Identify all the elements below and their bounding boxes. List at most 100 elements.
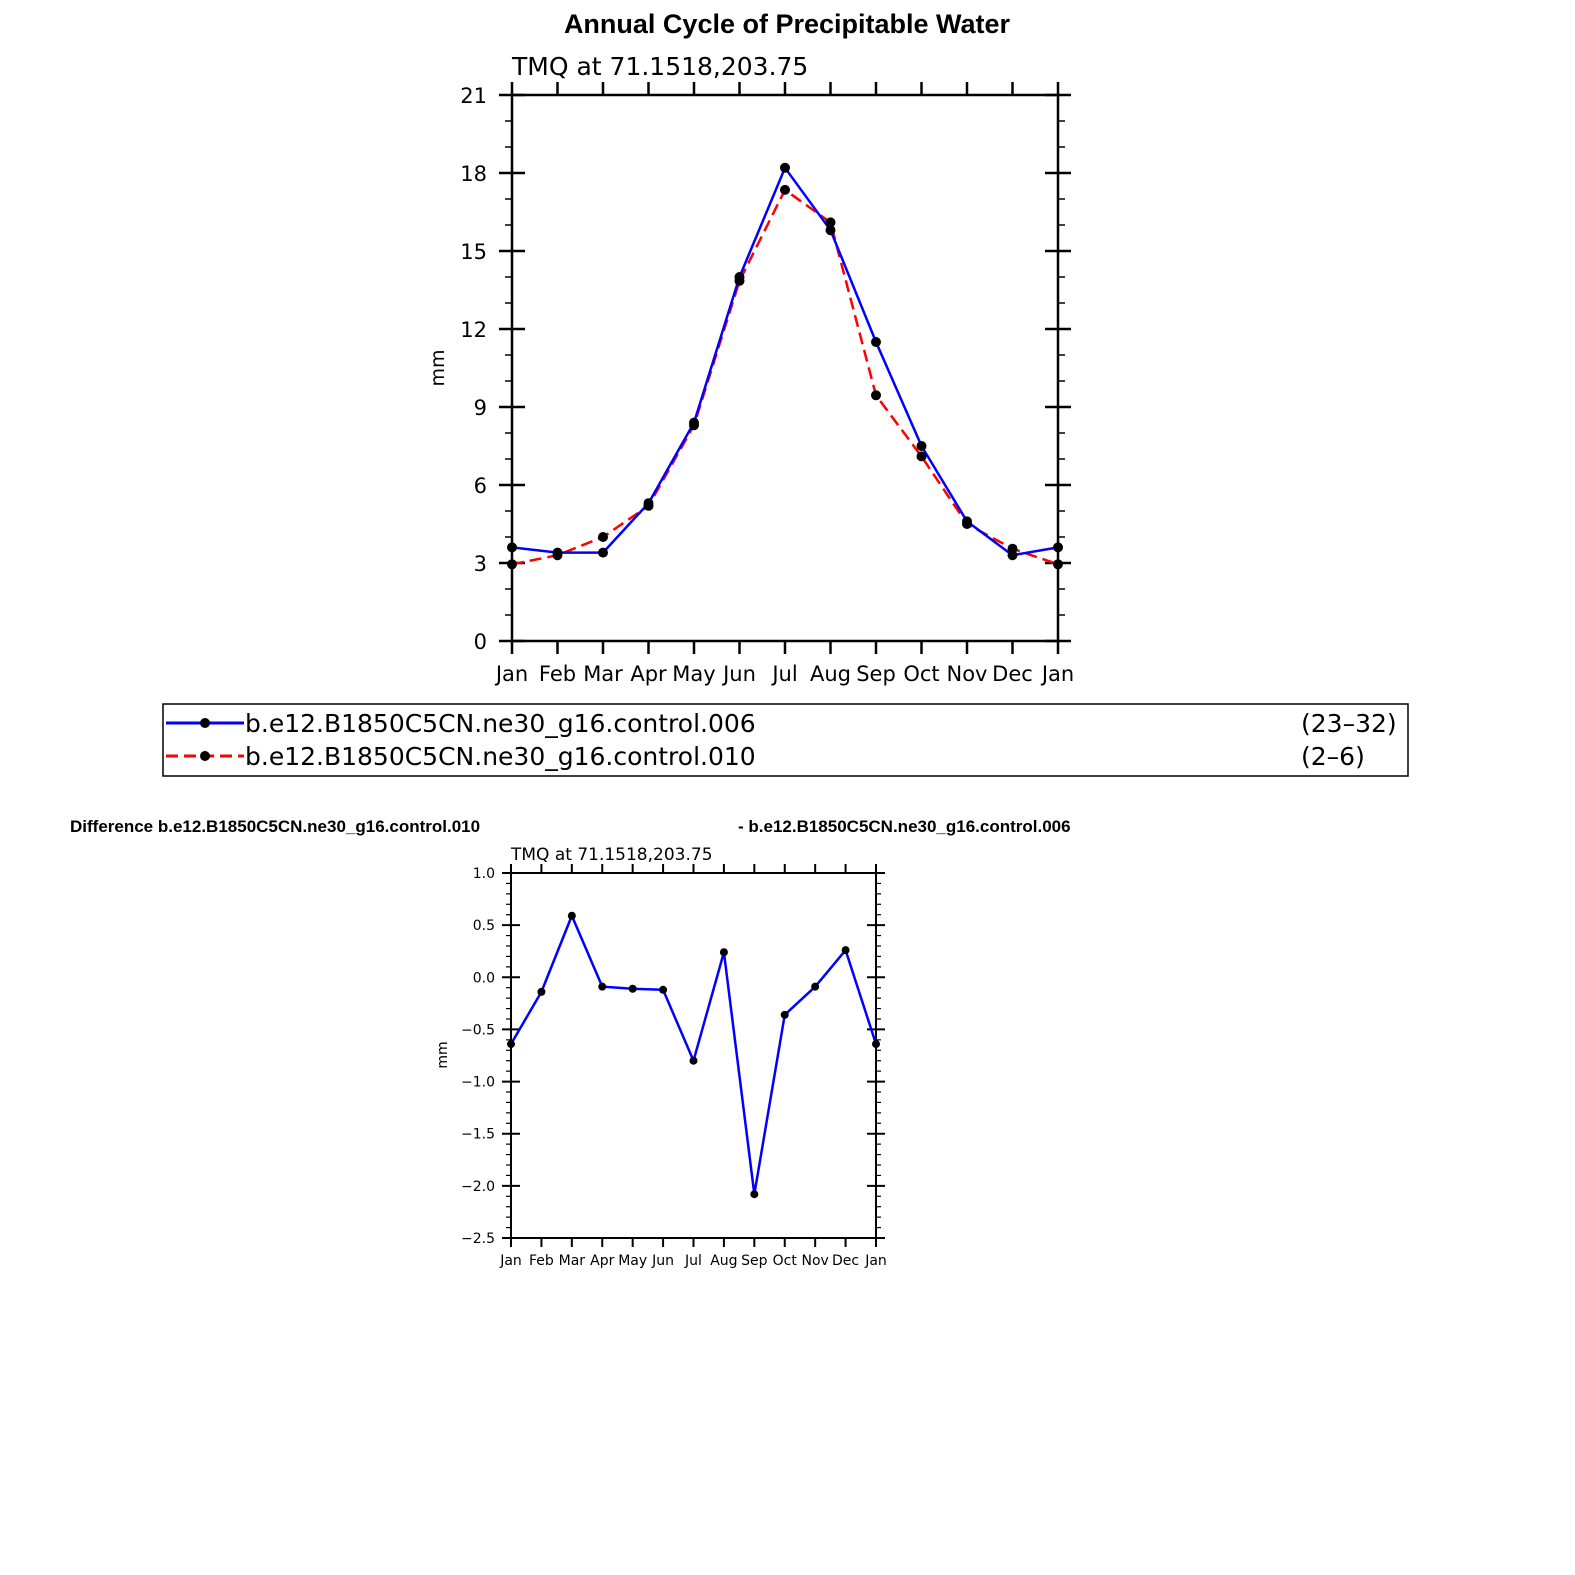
data-point <box>750 1190 759 1199</box>
y-tick-label: 0.0 <box>473 970 495 986</box>
data-point <box>689 1056 698 1065</box>
x-tick-label: Oct <box>903 662 939 686</box>
legend: b.e12.B1850C5CN.ne30_g16.control.006 (23… <box>162 703 1409 777</box>
series-markers-2 <box>507 184 1063 570</box>
legend-marker-series-1 <box>200 718 210 728</box>
x-tick-label: Jun <box>721 662 756 686</box>
legend-label-series-2: b.e12.B1850C5CN.ne30_g16.control.010 <box>245 742 756 771</box>
data-point <box>841 946 850 955</box>
x-axis: Jan Feb Mar Apr May Jun Jul Aug Sep Oct Nov Dec Jan <box>499 864 887 1269</box>
y-tick-label: 1.0 <box>473 866 495 882</box>
data-point <box>780 184 790 195</box>
y-tick-label: −2.0 <box>461 1179 495 1195</box>
data-point <box>734 275 745 286</box>
data-point <box>811 982 820 991</box>
x-tick-label: Aug <box>810 662 851 686</box>
legend-marker-series-2 <box>200 751 210 761</box>
x-tick-label: Feb <box>529 1253 554 1269</box>
x-tick-label: Jul <box>684 1253 702 1269</box>
data-point <box>871 390 881 401</box>
data-point <box>1053 542 1063 553</box>
y-axis: 0 3 6 9 12 15 18 21 <box>460 84 1071 654</box>
data-point <box>598 982 607 991</box>
x-tick-label: Nov <box>947 662 988 686</box>
x-tick-label: Nov <box>802 1253 829 1269</box>
x-tick-label: Mar <box>559 1253 586 1269</box>
difference-chart: TMQ at 71.1518,203.75 mm Jan Feb Mar Apr May… <box>435 845 887 1269</box>
series-1 <box>509 914 878 1196</box>
data-point <box>872 1040 880 1049</box>
data-point <box>598 547 608 558</box>
y-tick-label: 3 <box>474 552 487 576</box>
data-point <box>689 420 699 431</box>
x-tick-label: Jan <box>1040 662 1074 686</box>
annual-cycle-chart: TMQ at 71.1518,203.75 mm Jan Feb Mar Apr May… <box>427 52 1074 686</box>
x-tick-label: May <box>618 1253 647 1269</box>
x-tick-label: Dec <box>992 662 1033 686</box>
data-point <box>1007 543 1018 554</box>
x-tick-label: Apr <box>630 662 667 686</box>
series-line-2 <box>511 188 1059 566</box>
data-point <box>507 1040 515 1049</box>
legend-box <box>162 703 1409 777</box>
data-point <box>916 451 927 462</box>
x-tick-label: Aug <box>710 1253 737 1269</box>
chart-subtitle: TMQ at 71.1518,203.75 <box>511 52 808 81</box>
y-tick-label: 9 <box>474 396 487 420</box>
data-point <box>719 948 728 957</box>
data-point <box>507 542 517 553</box>
data-point <box>537 987 546 996</box>
difference-title-right: - b.e12.B1850C5CN.ne30_g16.control.006 <box>738 817 1071 836</box>
data-point <box>825 225 836 236</box>
x-tick-label: Sep <box>741 1253 768 1269</box>
x-tick-label: Jan <box>499 1253 522 1269</box>
difference-title-left: Difference b.e12.B1850C5CN.ne30_g16.cont… <box>70 817 480 836</box>
data-point <box>659 985 668 994</box>
x-tick-label: Oct <box>773 1253 798 1269</box>
y-tick-label: 21 <box>460 84 487 108</box>
series-2 <box>511 188 1059 566</box>
data-point <box>825 217 836 228</box>
diff-y-axis-label: mm <box>435 1041 451 1068</box>
y-tick-label: −0.5 <box>461 1022 495 1038</box>
data-point <box>780 162 790 173</box>
x-tick-label: May <box>672 662 715 686</box>
plot-frame <box>510 93 1060 643</box>
data-point <box>962 519 972 529</box>
series-1 <box>511 166 1059 557</box>
y-tick-label: 0.5 <box>473 918 495 934</box>
data-point <box>780 1010 789 1019</box>
data-point <box>628 984 637 993</box>
data-point <box>1053 559 1063 570</box>
data-point <box>916 441 927 451</box>
data-point <box>871 337 881 347</box>
legend-years-series-1: (23–32) <box>1301 709 1397 738</box>
data-point <box>567 911 576 920</box>
y-tick-label: 6 <box>474 474 487 498</box>
data-point <box>507 559 517 570</box>
series-markers-1 <box>507 162 1063 561</box>
data-point <box>643 500 654 511</box>
diff-chart-subtitle: TMQ at 71.1518,203.75 <box>510 845 713 865</box>
x-tick-label: Jul <box>770 662 797 686</box>
y-tick-label: −1.0 <box>461 1075 495 1091</box>
series-markers-1 <box>507 911 880 1199</box>
y-tick-label: −2.5 <box>461 1231 495 1247</box>
y-tick-label: 0 <box>474 630 487 654</box>
legend-label-series-1: b.e12.B1850C5CN.ne30_g16.control.006 <box>245 709 756 738</box>
x-tick-label: Jan <box>494 662 528 686</box>
x-tick-label: Dec <box>832 1253 859 1269</box>
x-tick-label: Apr <box>590 1253 614 1269</box>
x-tick-label: Mar <box>583 662 623 686</box>
data-point <box>598 532 608 542</box>
x-tick-label: Sep <box>856 662 896 686</box>
y-axis-label: mm <box>427 349 449 386</box>
y-tick-label: 18 <box>460 162 487 186</box>
x-axis: Jan Feb Mar Apr May Jun Jul Aug Sep Oct Nov Dec Jan <box>494 82 1074 686</box>
x-tick-label: Jun <box>651 1253 674 1269</box>
y-tick-label: 15 <box>460 240 487 264</box>
series-line-1 <box>509 914 878 1196</box>
series-line-1 <box>511 166 1059 557</box>
legend-years-series-2: (2–6) <box>1301 742 1365 771</box>
